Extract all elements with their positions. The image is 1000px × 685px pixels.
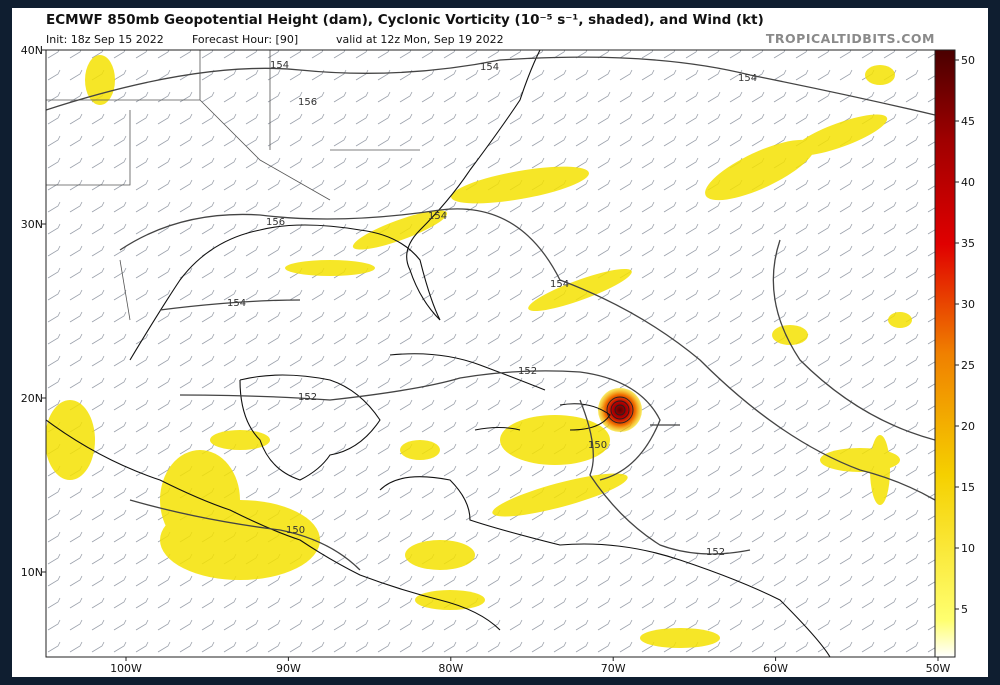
lon-label: 100W <box>110 662 142 675</box>
lon-label: 60W <box>763 662 788 675</box>
height-contours <box>46 56 935 571</box>
lon-label: 90W <box>276 662 301 675</box>
colorbar-tick-label: 15 <box>961 481 975 494</box>
contour-label: 150 <box>286 525 305 536</box>
contour-label: 156 <box>266 217 285 228</box>
lat-label: 20N <box>21 392 43 405</box>
lat-label: 30N <box>21 218 43 231</box>
forecast-hour: Forecast Hour: [90] <box>192 33 298 46</box>
contour-label: 154 <box>550 279 569 290</box>
colorbar-tick-label: 25 <box>961 359 975 372</box>
axis-labels: 40N 30N 20N 10N 100W 90W 80W 70W 60W 50W 5 10 15 20 25… <box>21 44 975 675</box>
init: Init: 18z Sep 15 2022 <box>46 33 164 46</box>
lat-label: 40N <box>21 44 43 57</box>
contour-label: 154 <box>270 60 289 71</box>
colorbar-tick-label: 20 <box>961 420 975 433</box>
contour-label: 154 <box>428 211 447 222</box>
contour-labels: 154 154 154 156 156 154 154 154 152 152 … <box>227 60 757 558</box>
storm-contours <box>606 396 634 424</box>
colorbar-tick-label: 45 <box>961 115 975 128</box>
vorticity-shading <box>46 55 912 648</box>
colorbar-tick-label: 35 <box>961 237 975 250</box>
borders <box>46 50 420 321</box>
contour-label: 152 <box>706 547 725 558</box>
contour-label: 154 <box>227 298 246 309</box>
contour-label: 150 <box>588 440 607 451</box>
contour-label: 152 <box>518 366 537 377</box>
lon-label: 50W <box>926 662 951 675</box>
contour-label: 154 <box>738 73 757 84</box>
contour-label: 156 <box>298 97 317 108</box>
lat-label: 10N <box>21 566 43 579</box>
contour-label: 152 <box>298 392 317 403</box>
storm-vortex <box>598 388 642 432</box>
colorbar-tick-label: 50 <box>961 54 975 67</box>
contour-label: 154 <box>480 62 499 73</box>
coastlines <box>46 50 831 657</box>
title: ECMWF 850mb Geopotential Height (dam), C… <box>46 12 764 28</box>
lon-label: 80W <box>438 662 463 675</box>
watermark: TROPICALTIDBITS.COM <box>766 31 935 46</box>
colorbar-tick-label: 30 <box>961 298 975 311</box>
colorbar <box>934 49 956 658</box>
colorbar-tick-label: 40 <box>961 176 975 189</box>
valid-time: valid at 12z Mon, Sep 19 2022 <box>336 33 504 46</box>
colorbar-tick-label: 5 <box>961 603 968 616</box>
map: 154 154 154 156 156 154 154 154 152 152 … <box>46 50 935 657</box>
lon-label: 70W <box>601 662 626 675</box>
colorbar-tick-label: 10 <box>961 542 975 555</box>
